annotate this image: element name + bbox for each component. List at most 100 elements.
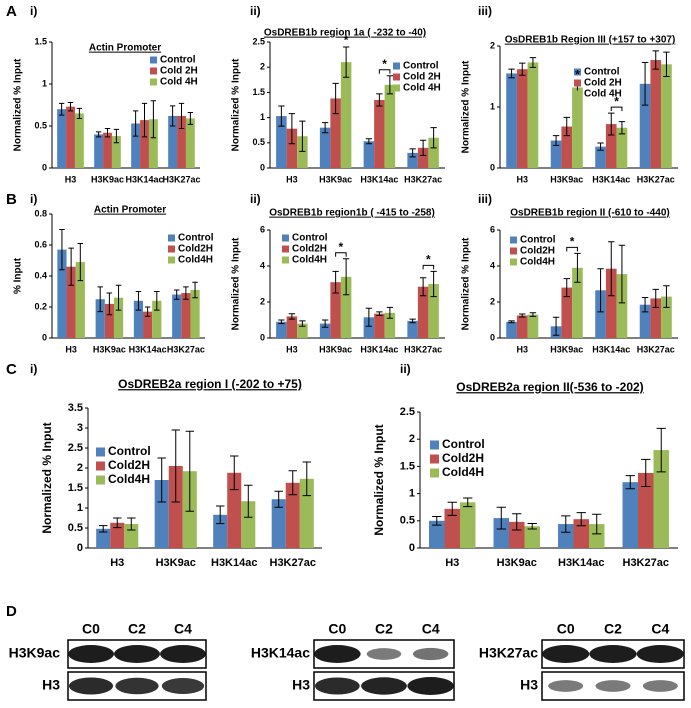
error-bar — [77, 242, 84, 282]
error-bar — [430, 127, 437, 149]
bar — [506, 321, 517, 338]
bar — [616, 274, 628, 338]
error-bar — [321, 122, 329, 134]
x-tick-label: H3K9ac — [156, 557, 196, 569]
x-tick-label: H3K27ac — [404, 174, 442, 184]
error-bar — [332, 270, 339, 294]
x-tick-label: H3K14ac — [360, 344, 398, 354]
y-tick-label: 4 — [490, 260, 495, 270]
bar — [561, 126, 573, 168]
bar — [407, 320, 418, 338]
error-bar — [154, 291, 160, 311]
band — [595, 680, 631, 692]
panel-letter: C — [6, 361, 17, 378]
bar — [622, 482, 639, 548]
error-bar — [178, 102, 185, 130]
row-label: H3 — [292, 677, 310, 693]
x-tick-label: H3 — [65, 174, 77, 184]
bar — [363, 141, 375, 168]
bar — [588, 524, 605, 548]
bar — [650, 60, 662, 168]
legend-swatch — [282, 245, 289, 253]
bar — [286, 128, 298, 168]
chart: i) Actin Promoter Normalized % Input 0 0.5 1 1… — [13, 4, 201, 184]
row-label: H3 — [520, 677, 538, 693]
bar — [561, 287, 573, 338]
y-tick-label: 0 — [42, 332, 47, 342]
error-bar — [68, 247, 74, 286]
x-tick-label: H3K14ac — [360, 174, 398, 184]
legend-swatch — [430, 454, 439, 464]
bar — [131, 123, 141, 168]
legend-swatch — [510, 236, 517, 244]
band — [407, 677, 454, 695]
error-bar — [625, 475, 635, 490]
legend-label: Cold2H — [442, 451, 484, 465]
x-tick-label: H3 — [516, 344, 528, 354]
bar — [417, 147, 429, 168]
legend-label: Cold 2H — [584, 78, 622, 89]
error-bar — [299, 120, 306, 152]
y-tick-label: 2 — [490, 296, 495, 306]
error-bar — [386, 75, 394, 95]
error-bar — [618, 244, 626, 304]
bar — [241, 501, 256, 548]
error-bar — [302, 461, 312, 497]
bar — [363, 317, 375, 338]
y-tick-label: 1 — [409, 488, 415, 500]
bar — [133, 300, 144, 338]
bar — [286, 316, 298, 338]
significance-bracket — [610, 106, 623, 112]
y-tick-label: 0.2 — [34, 301, 47, 311]
legend-label: Cold4H — [178, 255, 213, 266]
error-bar — [663, 285, 670, 308]
bar — [276, 321, 287, 338]
sublabel: iii) — [478, 192, 492, 206]
y-tick-label: 0 — [260, 332, 265, 342]
chart: i) Actin Promoter % Input 0 0.2 0.4 0.6 0.8 H3 H3… — [13, 192, 214, 354]
x-tick-label: H3K27ac — [637, 344, 675, 354]
bar — [374, 99, 385, 168]
significance-star: * — [382, 57, 387, 71]
legend-label: Cold4H — [292, 255, 327, 266]
error-bar — [185, 430, 195, 512]
y-tick-label: 1 — [490, 101, 495, 111]
significance-star: * — [344, 33, 349, 47]
bar — [527, 62, 539, 168]
bar — [407, 152, 418, 168]
error-bar — [332, 82, 339, 115]
y-axis-label: Normalized % Input — [231, 237, 242, 330]
error-bar — [663, 51, 670, 77]
error-bar — [299, 320, 306, 327]
error-bar — [597, 142, 604, 151]
error-bar — [135, 291, 142, 311]
bar — [94, 134, 104, 168]
legend-label: Cold 4H — [160, 77, 198, 88]
bar — [605, 268, 617, 338]
error-bar — [529, 312, 537, 317]
significance-star: * — [339, 240, 344, 254]
error-bar — [652, 50, 659, 70]
error-bar — [376, 311, 383, 316]
bar — [271, 499, 286, 548]
bar — [595, 146, 606, 168]
bar — [330, 282, 341, 338]
bar — [103, 132, 112, 168]
lane-label: C2 — [604, 621, 622, 637]
bar — [638, 472, 654, 548]
error-bar — [278, 105, 285, 127]
bar — [57, 109, 67, 168]
legend-label: Cold4H — [442, 465, 484, 479]
y-tick-label: 0.6 — [34, 239, 47, 249]
bar — [57, 249, 67, 338]
significance-star: * — [570, 235, 575, 249]
bar — [185, 118, 195, 168]
error-bar — [574, 252, 581, 283]
y-tick-label: 2.5 — [400, 406, 415, 418]
lane-label: C2 — [375, 621, 393, 637]
y-tick-label: 3 — [77, 422, 83, 434]
bar — [573, 519, 589, 548]
error-bar — [183, 286, 189, 300]
y-tick-label: 0 — [77, 542, 83, 554]
band — [589, 645, 637, 663]
